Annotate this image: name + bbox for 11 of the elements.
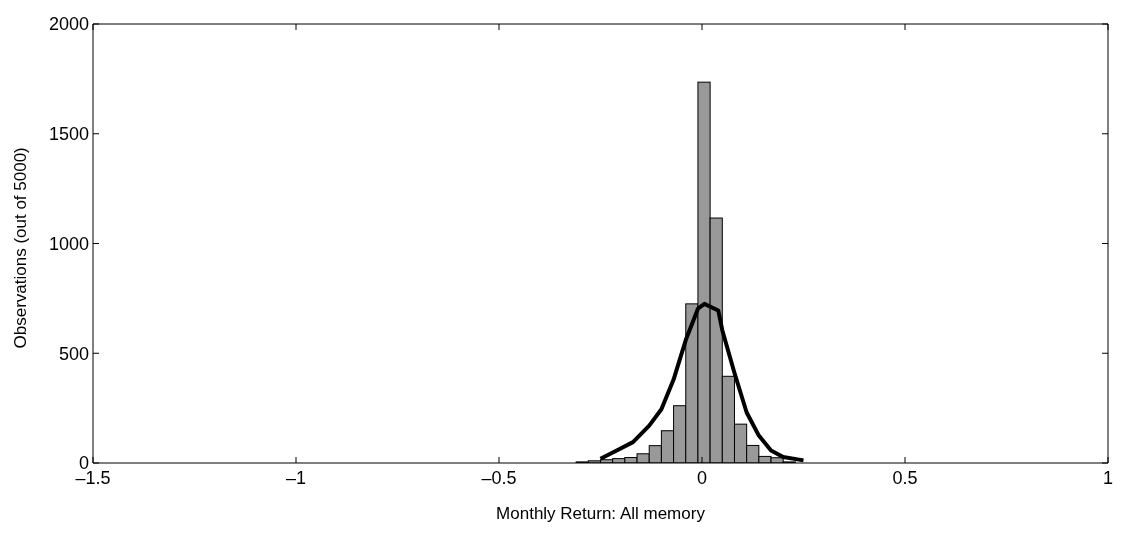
y-tick-label: 2000	[48, 14, 89, 35]
y-tick-label: 500	[58, 343, 89, 364]
x-tick-label: 0.5	[892, 467, 918, 488]
x-tick-label: 1	[1102, 467, 1114, 488]
x-tick-label: –1	[285, 467, 307, 488]
y-tick-label: 1500	[48, 124, 89, 145]
x-tick-label: 0	[696, 467, 708, 488]
y-axis-title: Observations (out of 5000)	[11, 147, 31, 349]
x-tick-label: –0.5	[481, 467, 517, 488]
y-tick-label: 1000	[48, 233, 89, 254]
x-axis-title: Monthly Return: All memory	[496, 504, 706, 523]
